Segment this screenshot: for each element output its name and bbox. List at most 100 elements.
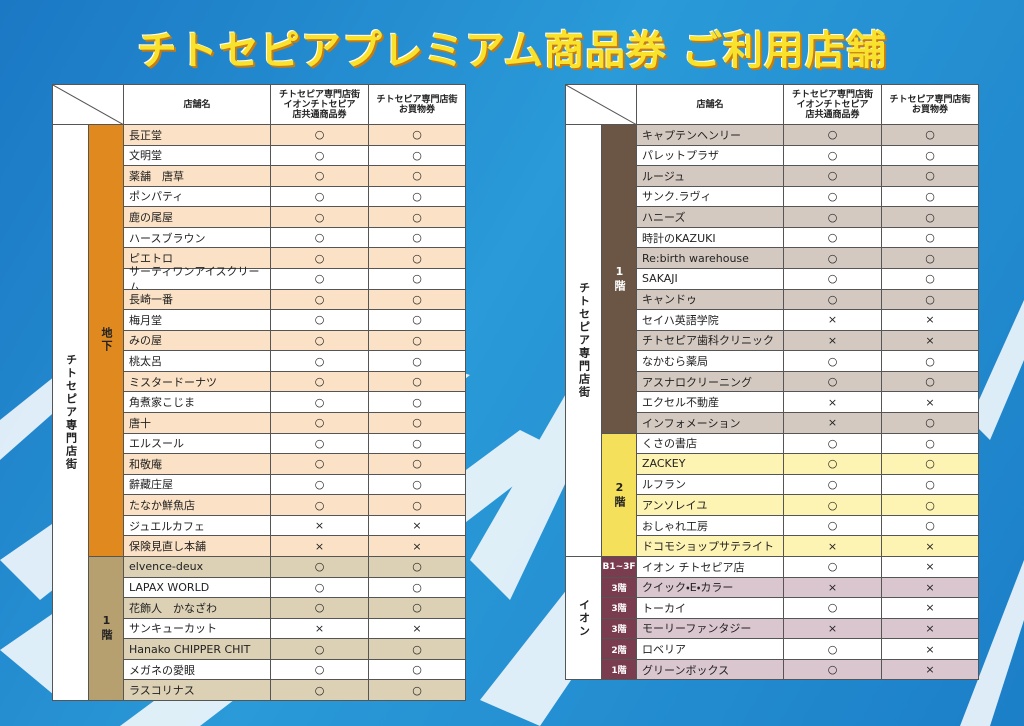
mark-col2: ○ <box>881 247 979 269</box>
mark-col1: ○ <box>270 391 369 413</box>
mark-col1: ○ <box>270 638 369 660</box>
header-line: お買物券 <box>911 104 948 115</box>
store-name: 和敬庵 <box>123 453 271 475</box>
store-name: 長正堂 <box>123 124 271 146</box>
store-name: アスナロクリーニング <box>636 370 784 393</box>
mark-col1: ○ <box>270 473 369 496</box>
mark-col2: ○ <box>881 185 979 208</box>
mark-col1: × <box>783 309 882 331</box>
mark-col1: ○ <box>783 226 882 249</box>
mark-col2: ○ <box>881 288 979 311</box>
mark-col2: ○ <box>881 226 979 249</box>
mark-col2: ○ <box>881 206 979 228</box>
store-name: モーリーファンタジー <box>636 617 784 640</box>
mark-col2: ○ <box>368 658 466 681</box>
store-name: 唐十 <box>123 411 271 434</box>
header-line: イオンチトセピア <box>283 99 356 110</box>
mark-col1: ○ <box>270 247 369 269</box>
store-name: アンソレイユ <box>636 494 784 516</box>
mark-col2: × <box>881 658 979 681</box>
store-name: おしゃれ工房 <box>636 514 784 537</box>
mark-col1: ○ <box>270 206 369 228</box>
store-name: サンキューカット <box>123 617 271 640</box>
store-name: パレットプラザ <box>636 144 784 167</box>
mark-col1: ○ <box>783 370 882 393</box>
store-name: ドコモショップサテライト <box>636 535 784 557</box>
mark-col1: ○ <box>270 226 369 249</box>
mark-col2: ○ <box>368 185 466 208</box>
mark-col1: × <box>783 329 882 352</box>
mark-col2: ○ <box>368 411 466 434</box>
mark-col2: ○ <box>368 638 466 660</box>
mark-col1: ○ <box>783 453 882 475</box>
store-name: Re:birth warehouse <box>636 247 784 269</box>
mark-col2: ○ <box>881 453 979 475</box>
mark-col2: ○ <box>368 144 466 167</box>
store-name: 鹿の尾屋 <box>123 206 271 228</box>
mark-col2: ○ <box>368 288 466 311</box>
mark-col1: ○ <box>783 206 882 228</box>
title: チトセピアプレミアム商品券 ご利用店舗 <box>136 28 888 74</box>
store-name: メガネの愛眼 <box>123 658 271 681</box>
floor-label: 3階 <box>601 617 637 640</box>
mark-col1: × <box>783 391 882 413</box>
mark-col2: ○ <box>368 597 466 619</box>
store-name: エクセル不動産 <box>636 391 784 413</box>
mark-col1: × <box>783 617 882 640</box>
floor-label: 3階 <box>601 576 637 599</box>
header-line: チトセピア専門店街 <box>791 89 873 100</box>
mark-col2: ○ <box>368 370 466 393</box>
mark-col2: × <box>881 597 979 619</box>
mark-col2: × <box>881 576 979 599</box>
mark-col1: ○ <box>783 473 882 496</box>
mark-col2: ○ <box>368 247 466 269</box>
store-name: 薬舗 唐草 <box>123 165 271 187</box>
mark-col1: × <box>783 535 882 557</box>
mark-col1: ○ <box>270 576 369 599</box>
mark-col1: ○ <box>783 638 882 660</box>
header-col2: チトセピア専門店街 お買物券 <box>368 84 466 125</box>
store-name: 長崎一番 <box>123 288 271 311</box>
store-name: トーカイ <box>636 597 784 619</box>
store-name: 保険見直し本舗 <box>123 535 271 557</box>
store-name: ルフラン <box>636 473 784 496</box>
store-name: くさの書店 <box>636 432 784 455</box>
store-name: SAKAJI <box>636 267 784 290</box>
mark-col1: × <box>270 535 369 557</box>
store-name: インフォメーション <box>636 411 784 434</box>
mark-col1: ○ <box>270 350 369 372</box>
store-name: なかむら薬局 <box>636 350 784 372</box>
mark-col1: ○ <box>783 124 882 146</box>
store-name: ジュエルカフェ <box>123 514 271 537</box>
mark-col1: ○ <box>783 597 882 619</box>
floor-label: 1階 <box>601 124 637 434</box>
store-name: ハニーズ <box>636 206 784 228</box>
store-name: クイック・E・カラー <box>636 576 784 599</box>
mark-col2: × <box>881 555 979 578</box>
header-col1: チトセピア専門店街 イオンチトセピア 店共通商品券 <box>783 84 882 125</box>
header-line: お買物券 <box>398 104 435 115</box>
area-label: イオン <box>565 555 602 681</box>
mark-col1: ○ <box>270 679 369 701</box>
mark-col1: ○ <box>783 288 882 311</box>
mark-col2: × <box>368 535 466 557</box>
header-line: 店共通商品券 <box>292 109 347 120</box>
mark-col2: ○ <box>881 144 979 167</box>
mark-col2: ○ <box>368 679 466 701</box>
floor-label: 1階 <box>601 658 637 681</box>
mark-col1: ○ <box>270 309 369 331</box>
header-name: 店舗名 <box>636 84 784 125</box>
store-name: グリーンボックス <box>636 658 784 681</box>
mark-col2: ○ <box>368 555 466 578</box>
mark-col1: ○ <box>270 144 369 167</box>
store-name: 辭藏庄屋 <box>123 473 271 496</box>
mark-col2: × <box>881 638 979 660</box>
mark-col2: ○ <box>368 206 466 228</box>
floor-label: 2階 <box>601 432 637 557</box>
mark-col1: ○ <box>270 555 369 578</box>
mark-col1: ○ <box>783 185 882 208</box>
mark-col1: ○ <box>270 658 369 681</box>
store-name: エルスール <box>123 432 271 455</box>
store-name: たなか鮮魚店 <box>123 494 271 516</box>
